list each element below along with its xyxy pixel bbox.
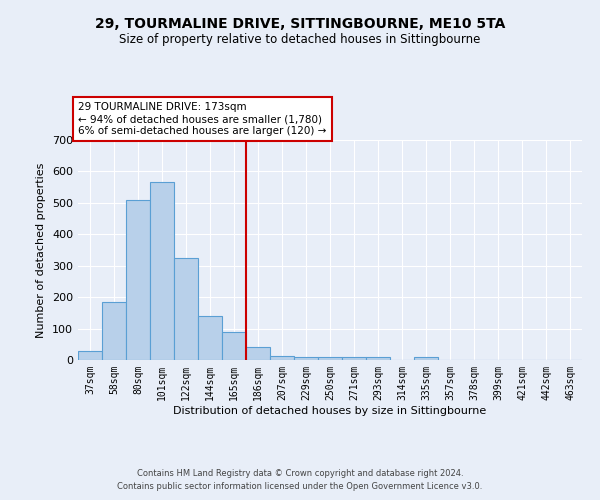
Bar (102, 302, 126, 360)
Text: 29 TOURMALINE DRIVE: 173sqm
← 94% of detached houses are smaller (1,780)
6% of s: 29 TOURMALINE DRIVE: 173sqm ← 94% of det… (78, 102, 326, 136)
Bar (150, 182, 174, 360)
Bar (222, 332, 246, 360)
Bar (294, 358, 318, 360)
Bar (246, 347, 270, 360)
Bar (198, 316, 222, 360)
Bar (174, 258, 198, 360)
Bar (414, 358, 438, 360)
X-axis label: Distribution of detached houses by size in Sittingbourne: Distribution of detached houses by size … (173, 406, 487, 415)
Bar (126, 200, 150, 360)
Y-axis label: Number of detached properties: Number of detached properties (37, 162, 46, 338)
Text: Contains HM Land Registry data © Crown copyright and database right 2024.: Contains HM Land Registry data © Crown c… (137, 468, 463, 477)
Text: Contains public sector information licensed under the Open Government Licence v3: Contains public sector information licen… (118, 482, 482, 491)
Text: Size of property relative to detached houses in Sittingbourne: Size of property relative to detached ho… (119, 32, 481, 46)
Text: 29, TOURMALINE DRIVE, SITTINGBOURNE, ME10 5TA: 29, TOURMALINE DRIVE, SITTINGBOURNE, ME1… (95, 18, 505, 32)
Bar (318, 358, 342, 360)
Bar (342, 358, 366, 360)
Bar (366, 358, 390, 360)
Bar (78, 350, 102, 360)
Bar (270, 356, 294, 360)
